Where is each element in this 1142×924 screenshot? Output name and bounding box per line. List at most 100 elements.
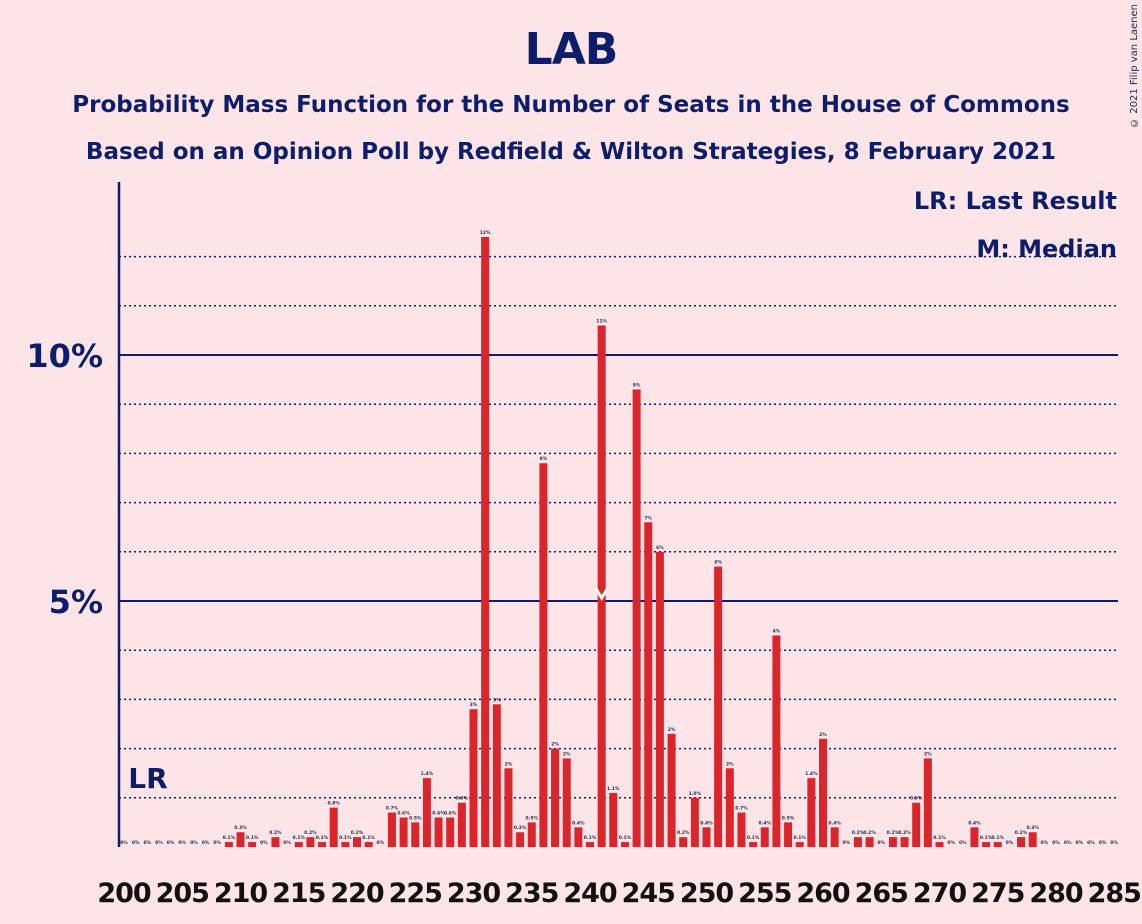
bar-label-233: 2% bbox=[505, 761, 513, 767]
bar-label-205: 0% bbox=[178, 840, 186, 846]
bar-label-218: 0.8% bbox=[327, 801, 340, 807]
bar-seat-246 bbox=[655, 551, 664, 847]
x-tick-label-280: 280 bbox=[1029, 878, 1083, 909]
bar-seat-256 bbox=[772, 635, 781, 847]
x-tick-label-205: 205 bbox=[156, 878, 209, 909]
bar-label-270: 0.1% bbox=[933, 835, 946, 841]
bar-label-269: 2% bbox=[924, 751, 932, 757]
bar-label-221: 0.1% bbox=[362, 835, 375, 841]
bar-seat-257 bbox=[784, 822, 793, 847]
bar-seat-268 bbox=[912, 802, 921, 847]
bar-seat-227 bbox=[434, 817, 443, 847]
bar-seat-244 bbox=[632, 389, 641, 847]
x-tick-label-210: 210 bbox=[214, 878, 268, 909]
bar-label-212: 0% bbox=[260, 840, 268, 846]
bar-label-217: 0.1% bbox=[316, 835, 329, 841]
bar-label-241: 11% bbox=[596, 318, 607, 324]
bar-label-281: 0% bbox=[1064, 840, 1072, 846]
bar-seat-269 bbox=[923, 758, 932, 847]
bar-label-219: 0.1% bbox=[339, 835, 352, 841]
bar-seat-264 bbox=[865, 837, 874, 847]
bar-seat-261 bbox=[830, 827, 839, 847]
x-tick-label-250: 250 bbox=[680, 878, 734, 909]
bar-label-228: 0.6% bbox=[444, 810, 457, 816]
bar-label-239: 0.4% bbox=[572, 820, 585, 826]
bar-label-203: 0% bbox=[155, 840, 163, 846]
bar-label-204: 0% bbox=[167, 840, 175, 846]
bar-seat-251 bbox=[714, 566, 723, 847]
bar-seat-218 bbox=[329, 807, 338, 847]
x-tick-label-245: 245 bbox=[622, 878, 675, 909]
bar-seat-229 bbox=[457, 802, 466, 847]
bar-seat-221 bbox=[364, 842, 373, 847]
bar-seat-254 bbox=[749, 842, 758, 847]
bar-label-253: 0.7% bbox=[735, 806, 748, 812]
bar-seat-236 bbox=[539, 463, 548, 847]
bar-seat-215 bbox=[294, 842, 303, 847]
bar-seat-234 bbox=[516, 832, 525, 847]
bar-label-248: 0.2% bbox=[677, 830, 690, 836]
x-tick-label-200: 200 bbox=[97, 878, 151, 909]
x-tick-label-260: 260 bbox=[796, 878, 850, 909]
bar-label-220: 0.2% bbox=[351, 830, 364, 836]
bar-label-262: 0% bbox=[842, 840, 850, 846]
bar-labels-group: 0% 0% 0% 0% 0% 0% 0% 0% 0%0.1%0.3%0.1%0%0.2%0%0.… bbox=[120, 230, 1118, 846]
bar-label-266: 0.2% bbox=[887, 830, 900, 836]
bar-label-272: 0% bbox=[959, 840, 967, 846]
bar-label-246: 6% bbox=[656, 545, 664, 551]
bar-label-256: 4% bbox=[773, 628, 781, 634]
legend-last-result: LR: Last Result bbox=[914, 187, 1117, 215]
bar-label-276: 0% bbox=[1006, 840, 1014, 846]
bar-label-283: 0% bbox=[1087, 840, 1095, 846]
bar-label-264: 0.2% bbox=[863, 830, 876, 836]
bar-label-224: 0.6% bbox=[397, 810, 410, 816]
bar-label-263: 0.2% bbox=[852, 830, 865, 836]
bar-seat-253 bbox=[737, 812, 746, 847]
axes-group: 5% 10% 200 205 210 215 220 225 230 235 240 245 250 25… bbox=[26, 182, 1142, 909]
bar-seat-224 bbox=[399, 817, 408, 847]
bar-label-258: 0.1% bbox=[793, 835, 806, 841]
bar-label-236: 8% bbox=[540, 456, 548, 462]
x-tick-label-215: 215 bbox=[272, 878, 325, 909]
bar-label-265: 0% bbox=[877, 840, 885, 846]
gridlines bbox=[119, 255, 1118, 799]
bar-label-242: 1.1% bbox=[607, 786, 620, 792]
bar-label-245: 7% bbox=[644, 515, 652, 521]
bar-seat-209 bbox=[224, 842, 233, 847]
bar-label-268: 0.9% bbox=[910, 796, 923, 802]
bar-label-215: 0.1% bbox=[293, 835, 306, 841]
y-tick-label-10: 10% bbox=[26, 337, 103, 375]
bar-seat-247 bbox=[667, 733, 676, 847]
legend-median: M: Median bbox=[976, 235, 1117, 263]
bar-label-273: 0.4% bbox=[968, 820, 981, 826]
bar-seat-216 bbox=[306, 837, 315, 847]
x-tick-label-240: 240 bbox=[563, 878, 617, 909]
bar-label-278: 0.3% bbox=[1026, 825, 1039, 831]
bar-label-249: 1.0% bbox=[689, 791, 702, 797]
bar-seat-255 bbox=[760, 827, 769, 847]
bar-label-251: 6% bbox=[714, 560, 722, 566]
bar-label-209: 0.1% bbox=[223, 835, 236, 841]
bar-label-280: 0% bbox=[1052, 840, 1060, 846]
bar-label-271: 0% bbox=[947, 840, 955, 846]
x-tick-label-285: 285 bbox=[1088, 878, 1141, 909]
bar-label-238: 2% bbox=[563, 751, 571, 757]
bar-seat-230 bbox=[469, 709, 478, 847]
bar-seat-232 bbox=[492, 704, 501, 847]
chart-subtitle-2: Based on an Opinion Poll by Redfield & W… bbox=[85, 139, 1057, 165]
bar-seat-233 bbox=[504, 768, 513, 847]
bar-seat-250 bbox=[702, 827, 711, 847]
bar-label-201: 0% bbox=[132, 840, 140, 846]
bar-seat-275 bbox=[993, 842, 1002, 847]
bar-label-252: 2% bbox=[726, 761, 734, 767]
bar-seat-225 bbox=[411, 822, 420, 847]
bars-group bbox=[224, 236, 1037, 848]
bar-seat-231 bbox=[481, 236, 490, 848]
bar-label-234: 0.3% bbox=[514, 825, 527, 831]
chart-title: LAB bbox=[524, 24, 619, 75]
bar-seat-274 bbox=[982, 842, 991, 847]
bar-label-243: 0.1% bbox=[619, 835, 632, 841]
bar-seat-223 bbox=[387, 812, 396, 847]
bar-seat-226 bbox=[422, 778, 431, 847]
